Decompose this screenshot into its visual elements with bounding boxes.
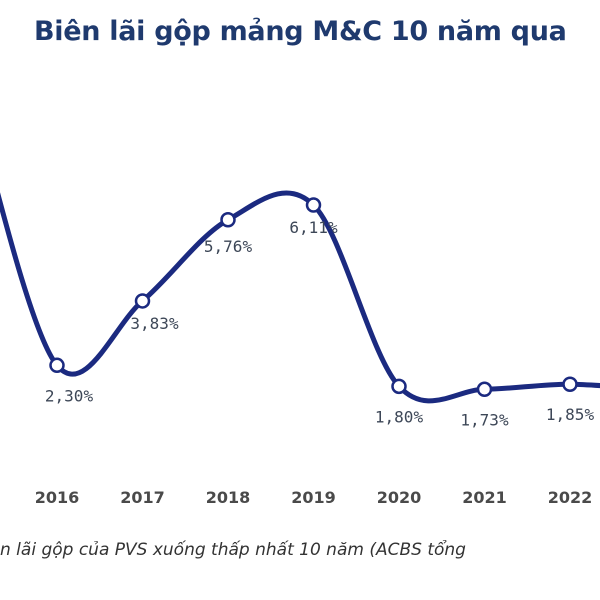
x-tick-2016: 2016 [35, 488, 80, 507]
data-point-2018 [220, 212, 236, 228]
data-label-2022: 1,85% [546, 405, 595, 424]
line-chart: 2,30% 3,83% 5,76% 6,11% 1,80% 1,73% 1,85% 2016… [0, 190, 600, 507]
series-line [0, 190, 600, 404]
x-axis-ticks-layer: 2016 2017 2018 2019 2020 2021 2022 [35, 488, 593, 507]
series-line-layer [0, 190, 600, 404]
data-point-2017 [134, 293, 151, 309]
figure-caption: n lãi gộp của PVS xuống thấp nhất 10 năm… [0, 540, 466, 560]
data-label-2016: 2,30% [45, 386, 94, 405]
x-tick-2020: 2020 [377, 488, 422, 507]
x-tick-2018: 2018 [206, 488, 251, 507]
data-point-2019 [305, 197, 322, 213]
x-tick-2021: 2021 [462, 488, 507, 507]
chart-title: Biên lãi gộp mảng M&C 10 năm qua [34, 16, 567, 47]
data-point-2020 [391, 378, 407, 395]
data-label-2019: 6,11% [289, 218, 338, 237]
data-label-2021: 1,73% [460, 410, 509, 429]
data-point-2021 [476, 381, 493, 398]
x-tick-2019: 2019 [291, 488, 336, 507]
data-label-2017: 3,83% [130, 314, 179, 333]
x-tick-2017: 2017 [120, 488, 165, 507]
data-label-2020: 1,80% [375, 407, 424, 426]
x-tick-2022: 2022 [548, 488, 593, 507]
data-labels-layer: 2,30% 3,83% 5,76% 6,11% 1,80% 1,73% 1,85% [45, 218, 595, 429]
data-point-2016 [49, 357, 65, 374]
data-markers-layer [49, 197, 578, 398]
data-point-2022 [562, 376, 578, 392]
data-label-2018: 5,76% [204, 237, 253, 256]
